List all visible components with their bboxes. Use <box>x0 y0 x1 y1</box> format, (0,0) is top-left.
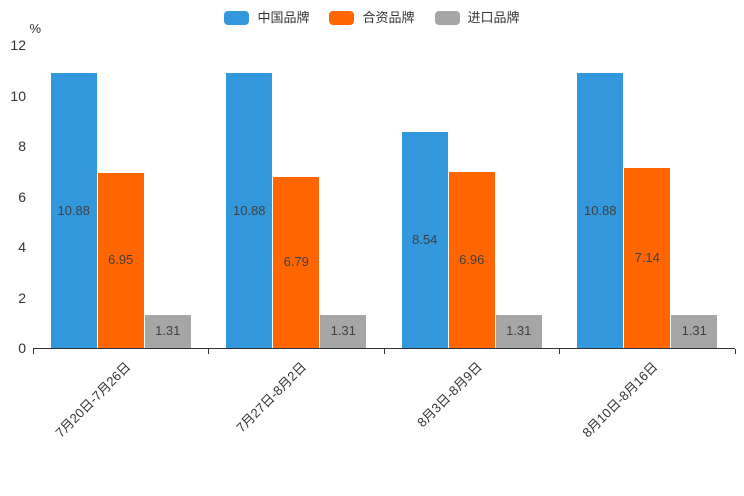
bar-value-label: 1.31 <box>506 323 532 339</box>
legend-label: 合资品牌 <box>362 10 415 25</box>
y-tick-label: 8 <box>18 138 26 154</box>
x-axis-tick <box>32 349 34 354</box>
bar-合资品牌: 6.95 <box>97 172 144 348</box>
x-tick-label: 7月20日-7月26日 <box>52 359 134 441</box>
y-tick-label: 12 <box>10 37 26 53</box>
bar-中国品牌: 10.88 <box>50 73 97 348</box>
legend-label: 进口品牌 <box>467 10 520 25</box>
y-tick-label: 0 <box>18 340 26 356</box>
legend-swatch-icon <box>434 11 460 25</box>
legend-item-进口品牌[interactable]: 进口品牌 <box>434 10 520 25</box>
bar-value-label: 7.14 <box>634 249 660 265</box>
bar-value-label: 10.88 <box>232 202 266 218</box>
y-tick-label: 2 <box>18 289 26 306</box>
bar-中国品牌: 8.54 <box>401 132 448 348</box>
legend-item-中国品牌[interactable]: 中国品牌 <box>224 11 309 25</box>
bar-进口品牌: 1.31 <box>320 314 367 348</box>
bar-value-label: 6.79 <box>283 254 309 270</box>
x-axis-tick <box>734 349 736 354</box>
legend-item-合资品牌[interactable]: 合资品牌 <box>329 10 415 25</box>
bar-value-label: 6.95 <box>108 252 134 268</box>
bar-合资品牌: 6.96 <box>448 172 495 348</box>
bar-value-label: 1.31 <box>681 323 707 339</box>
bar-value-label: 6.96 <box>459 252 485 268</box>
y-axis-unit-label: % <box>29 21 41 36</box>
bar-合资品牌: 7.14 <box>624 167 671 348</box>
legend-swatch-icon <box>224 11 250 25</box>
legend: 中国品牌 合资品牌 进口品牌 <box>0 11 744 25</box>
legend-swatch-icon <box>329 11 355 25</box>
x-tick-label: 8月10日-8月16日 <box>578 359 660 441</box>
plot-area: % 0 2 4 6 8 10 12 10.88 6.95 1.31 10.88 6.79 1.31 8.… <box>10 21 736 440</box>
bar-进口品牌: 1.31 <box>671 314 718 348</box>
y-tick-label: 10 <box>10 87 26 104</box>
bar-value-label: 10.88 <box>583 202 617 218</box>
bar-合资品牌: 6.79 <box>273 176 320 348</box>
x-tick-label: 8月3日-8月9日 <box>413 359 485 431</box>
bar-进口品牌: 1.31 <box>144 314 191 348</box>
bar-value-label: 1.31 <box>330 323 356 339</box>
x-tick-label: 7月27日-8月2日 <box>232 359 309 436</box>
bar-value-label: 10.88 <box>57 202 91 218</box>
bar-value-label: 1.31 <box>155 323 181 339</box>
x-axis-tick <box>383 349 385 354</box>
y-tick-label: 4 <box>18 239 26 255</box>
bar-进口品牌: 1.31 <box>495 314 542 348</box>
legend-label: 中国品牌 <box>257 10 310 25</box>
bar-value-label: 8.54 <box>412 232 438 248</box>
x-axis-tick <box>208 349 209 354</box>
bar-中国品牌: 10.88 <box>577 73 624 348</box>
y-tick-label: 6 <box>18 188 26 205</box>
bar-中国品牌: 10.88 <box>226 73 273 348</box>
x-axis-tick <box>559 349 560 354</box>
